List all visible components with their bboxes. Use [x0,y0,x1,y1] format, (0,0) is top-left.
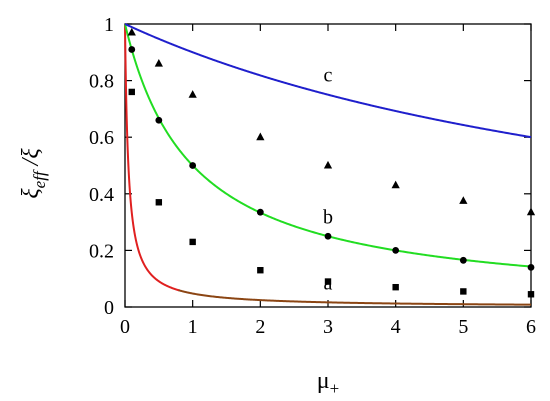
data-point-b [392,247,400,254]
series-line-tail-a [178,289,532,306]
x-tick-label: 0 [120,316,130,338]
data-point-c [323,160,333,169]
curve-label-a: a [324,272,333,294]
data-point-c [188,90,197,98]
series-a [124,23,535,306]
data-point-a [527,291,535,298]
data-point-a [189,238,196,246]
data-point-a [155,199,163,206]
data-point-b [155,116,163,124]
data-point-a [257,267,264,274]
y-tick-label: 0.4 [89,184,114,206]
series-layer [124,23,536,306]
y-tick-label: 1 [104,14,114,36]
data-point-c [127,27,136,36]
y-tick-label: 0.2 [89,240,114,262]
series-line-b [124,23,532,268]
data-point-c [526,207,536,216]
data-point-c [256,132,265,141]
x-axis-label: μ+ [317,368,339,398]
data-point-a [128,88,135,96]
x-tick-label: 5 [458,316,468,338]
data-point-b [459,256,467,264]
y-tick-label: 0.8 [89,71,114,93]
labels-layer: μ+ ξeff /ξ a b c [18,65,339,398]
curve-label-b: b [323,206,333,228]
x-tick-label: 4 [391,316,401,338]
x-tick-label: 6 [526,316,536,338]
series-c [124,23,536,216]
data-point-b [189,162,197,169]
axes: 0 1 2 3 4 5 6 0 0.2 0.4 0.6 0.8 1 [89,14,536,338]
curve-label-c: c [324,65,333,87]
data-point-b [324,232,332,240]
series-line-a [124,23,180,292]
y-tick-label: 0.6 [89,127,114,149]
series-line-c [124,23,532,139]
data-point-c [459,196,468,204]
data-point-a [460,288,467,295]
x-tick-label: 3 [323,316,333,338]
data-point-a [392,283,399,291]
y-tick-label: 0 [104,297,114,319]
data-point-a [324,278,332,285]
data-point-c [391,180,400,189]
data-point-b [128,46,136,53]
data-point-b [527,263,535,271]
y-axis-label: ξeff /ξ [18,148,49,199]
data-point-b [256,208,264,216]
x-tick-label: 1 [188,316,198,338]
data-point-c [154,58,163,67]
x-tick-label: 2 [255,316,265,338]
series-b [124,23,535,271]
